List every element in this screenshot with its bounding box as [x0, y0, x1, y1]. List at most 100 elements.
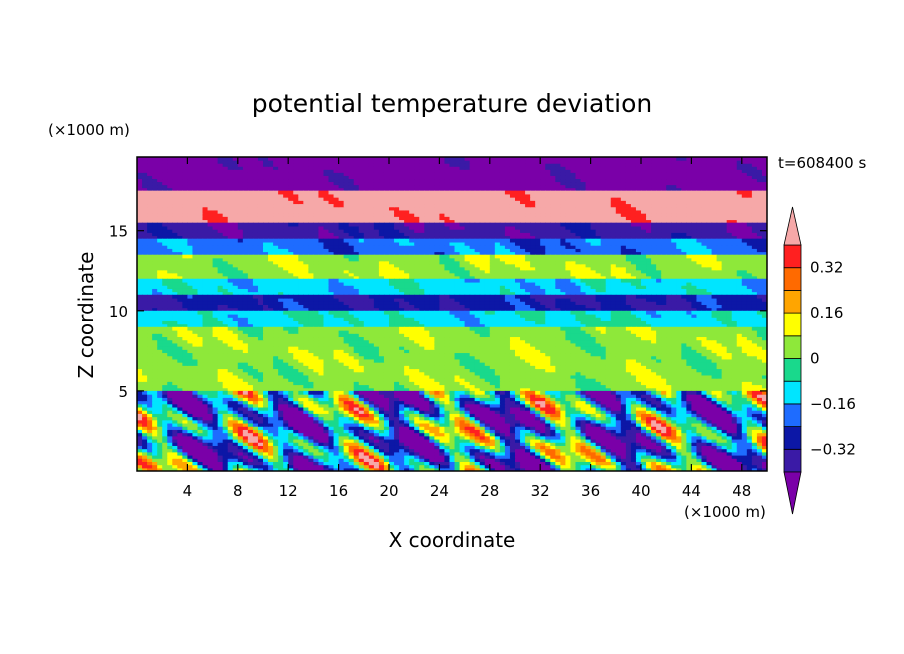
- field-cell: [686, 178, 692, 183]
- field-cell: [726, 222, 733, 227]
- field-cell: [696, 266, 703, 271]
- field-cell: [268, 166, 274, 170]
- field-cell: [751, 178, 758, 183]
- field-cell: [237, 269, 244, 274]
- field-cell: [353, 235, 360, 240]
- field-cell: [701, 269, 708, 274]
- field-cell: [565, 163, 572, 167]
- field-cell: [212, 222, 219, 227]
- field-cell: [409, 263, 415, 268]
- field-cell: [313, 248, 320, 253]
- field-cell: [701, 172, 708, 176]
- field-cell: [691, 193, 698, 198]
- field-cell: [646, 219, 652, 224]
- field-cell: [353, 257, 360, 262]
- field-cell: [222, 238, 229, 243]
- field-cell: [288, 193, 294, 198]
- field-cell: [484, 266, 491, 271]
- field-cell: [585, 235, 592, 240]
- field-cell: [414, 181, 420, 186]
- field-cell: [353, 251, 360, 256]
- field-cell: [474, 209, 481, 214]
- field-cell: [227, 209, 234, 214]
- field-cell: [303, 175, 309, 180]
- field-cell: [540, 248, 546, 253]
- field-cell: [252, 184, 259, 189]
- field-cell: [318, 193, 325, 198]
- field-cell: [409, 254, 415, 259]
- field-cell: [681, 178, 687, 183]
- field-cell: [197, 163, 204, 167]
- field-cell: [585, 178, 592, 183]
- field-cell: [439, 229, 446, 233]
- field-cell: [222, 229, 229, 233]
- field-cell: [580, 209, 587, 214]
- field-cell: [525, 238, 531, 243]
- field-cell: [656, 197, 662, 201]
- field-cell: [504, 157, 511, 161]
- field-cell: [600, 190, 607, 195]
- field-cell: [585, 213, 592, 217]
- field-cell: [409, 251, 415, 256]
- field-cell: [212, 260, 219, 265]
- field-cell: [167, 266, 173, 271]
- field-cell: [701, 235, 708, 240]
- field-cell: [404, 169, 410, 173]
- field-cell: [389, 238, 395, 243]
- field-cell: [651, 178, 657, 183]
- field-cell: [247, 225, 254, 230]
- field-cell: [358, 213, 365, 217]
- field-cell: [666, 193, 672, 198]
- field-cell: [177, 184, 183, 189]
- field-cell: [288, 266, 294, 271]
- field-cell: [434, 175, 440, 180]
- field-cell: [499, 219, 506, 224]
- field-cell: [263, 193, 269, 198]
- field-cell: [615, 219, 622, 224]
- field-cell: [751, 269, 758, 274]
- field-cell: [590, 260, 597, 265]
- field-cell: [615, 166, 622, 170]
- field-cell: [635, 206, 642, 211]
- field-cell: [449, 184, 456, 189]
- field-cell: [701, 275, 708, 280]
- field-cell: [625, 225, 632, 230]
- field-cell: [726, 178, 733, 183]
- field-cell: [595, 197, 602, 201]
- field-cell: [600, 209, 607, 214]
- field-cell: [232, 251, 239, 256]
- field-cell: [716, 241, 723, 246]
- field-cell: [474, 203, 481, 208]
- field-cell: [157, 225, 163, 230]
- field-cell: [454, 197, 461, 201]
- field-cell: [348, 213, 355, 217]
- field-cell: [580, 266, 587, 271]
- field-cell: [620, 291, 627, 296]
- field-cell: [242, 160, 249, 164]
- field-cell: [263, 178, 269, 183]
- field-cell: [232, 272, 239, 277]
- field-cell: [363, 175, 370, 180]
- field-cell: [247, 166, 254, 170]
- field-cell: [605, 241, 612, 246]
- field-cell: [661, 175, 667, 180]
- field-cell: [202, 216, 209, 221]
- field-cell: [293, 178, 299, 183]
- field-cell: [530, 232, 536, 237]
- field-cell: [666, 219, 672, 224]
- field-cell: [726, 245, 733, 249]
- field-cell: [484, 157, 491, 161]
- field-cell: [409, 238, 415, 243]
- field-cell: [434, 245, 440, 249]
- field-cell: [232, 275, 239, 280]
- field-cell: [671, 225, 677, 230]
- field-cell: [706, 219, 713, 224]
- field-cell: [610, 232, 617, 237]
- field-cell: [550, 163, 556, 167]
- field-cell: [263, 238, 269, 243]
- field-cell: [142, 254, 148, 259]
- field-cell: [227, 241, 234, 246]
- field-cell: [348, 269, 355, 274]
- field-cell: [575, 275, 582, 280]
- field-cell: [212, 254, 219, 259]
